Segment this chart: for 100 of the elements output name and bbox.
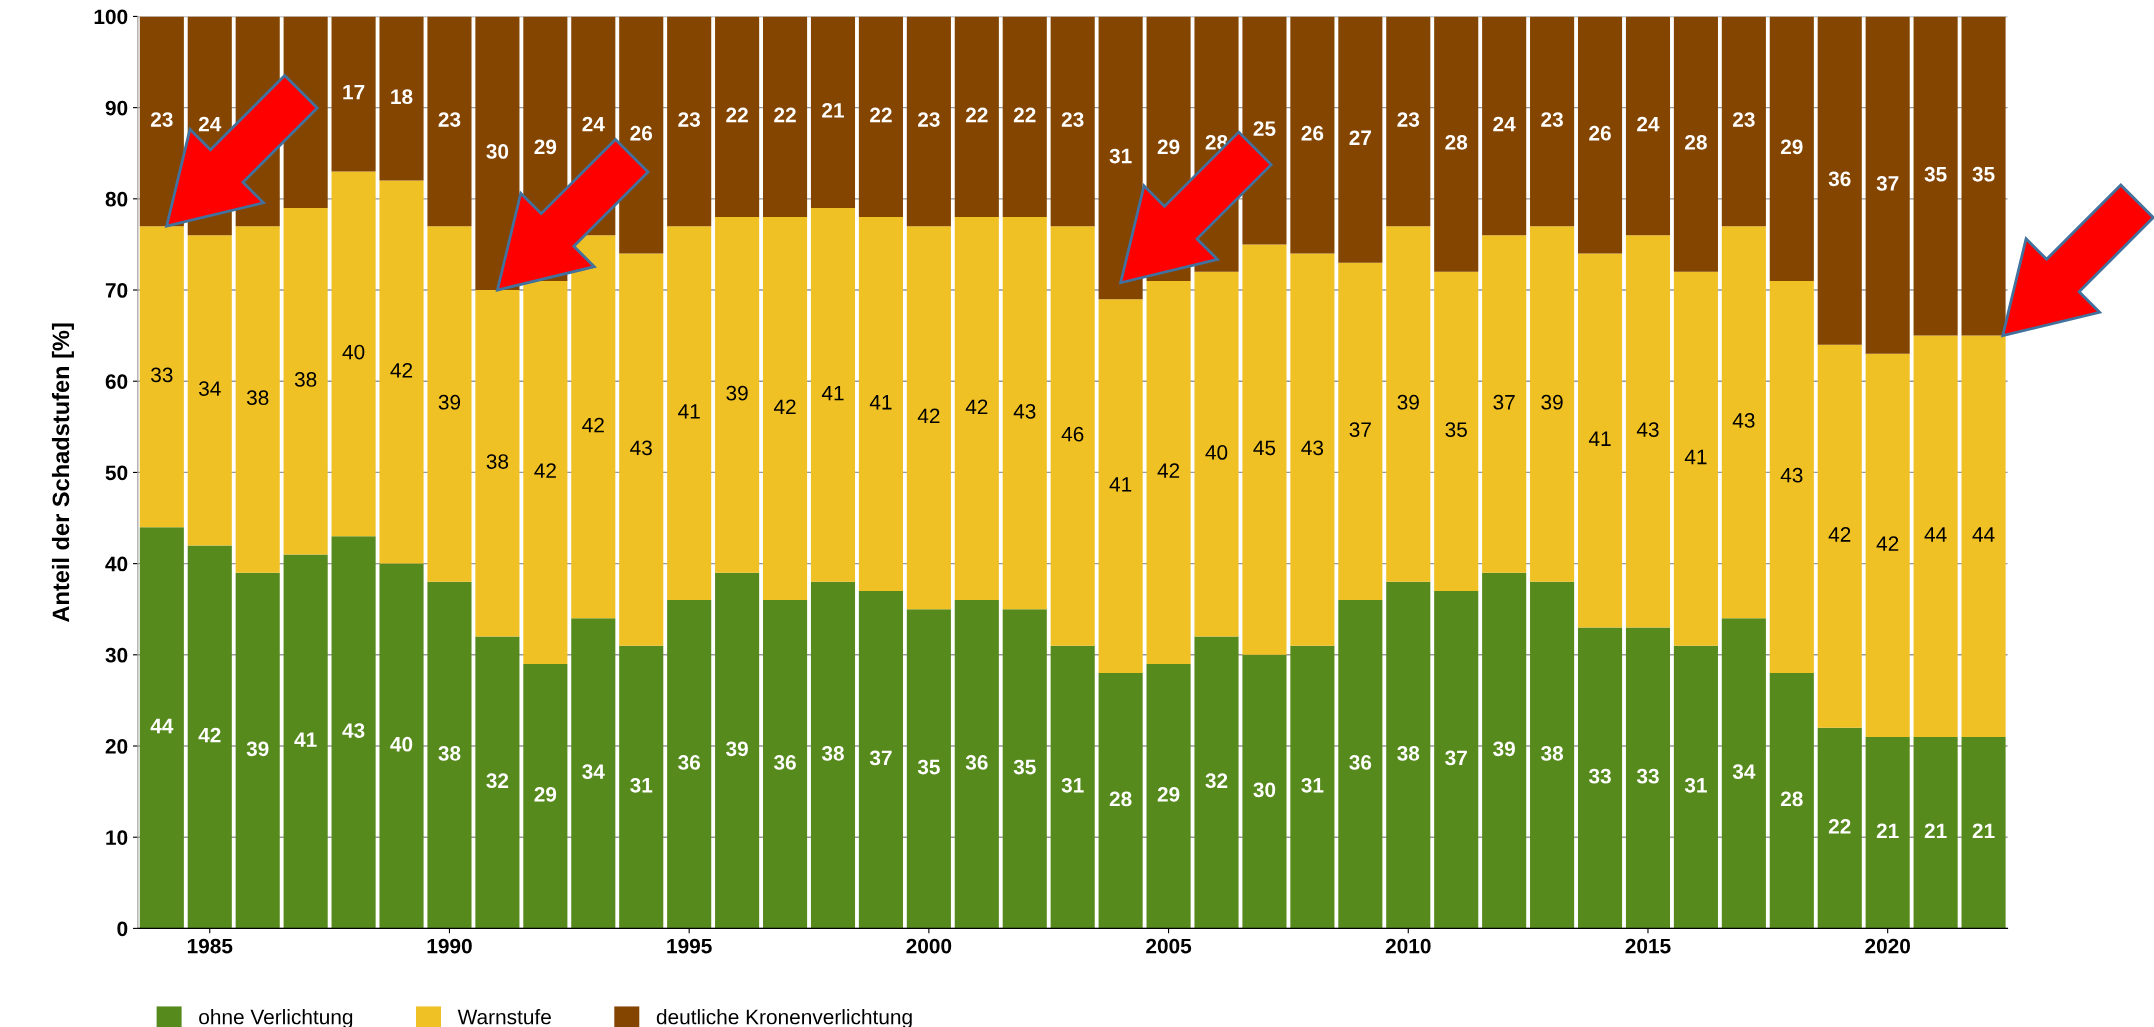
data-label: 18 <box>391 89 413 105</box>
data-label: 27 <box>1349 130 1372 145</box>
data-label: 35 <box>1013 759 1036 775</box>
data-label: 22 <box>965 107 988 123</box>
data-label: 26 <box>1589 125 1611 141</box>
data-label: 29 <box>534 139 557 155</box>
data-label: 23 <box>1732 112 1755 127</box>
data-label: 44 <box>1924 527 1947 542</box>
data-label: 41 <box>1684 449 1707 465</box>
data-label: 40 <box>1205 445 1228 460</box>
data-label: 25 <box>1253 121 1276 137</box>
data-label: 30 <box>486 144 509 159</box>
data-label: 35 <box>1972 166 1995 182</box>
data-label: 21 <box>1972 823 1995 839</box>
y-tick-label: 40 <box>105 556 128 572</box>
y-tick-label: 10 <box>106 830 128 845</box>
y-tick-label: 50 <box>105 465 128 481</box>
x-tick-label: 2000 <box>906 938 952 954</box>
data-label: 34 <box>198 381 221 396</box>
data-label: 42 <box>917 408 940 424</box>
x-tick-label: 1985 <box>187 938 233 954</box>
data-label: 36 <box>1349 755 1372 770</box>
data-label: 43 <box>1013 403 1036 419</box>
data-label: 37 <box>869 750 892 766</box>
data-label: 41 <box>1109 477 1132 492</box>
x-tick-label: 2015 <box>1625 938 1671 954</box>
data-label: 42 <box>773 399 796 414</box>
data-label: 38 <box>1397 745 1420 761</box>
data-label: 42 <box>1876 536 1899 551</box>
data-label: 28 <box>1445 134 1468 150</box>
data-label: 38 <box>486 454 509 469</box>
data-label: 23 <box>918 112 940 127</box>
data-label: 28 <box>1780 791 1803 807</box>
data-label: 38 <box>1540 745 1564 761</box>
data-label: 17 <box>343 85 365 100</box>
data-label: 37 <box>1445 750 1467 766</box>
data-label: 43 <box>1732 413 1755 428</box>
data-label: 41 <box>821 385 844 401</box>
data-label: 31 <box>630 777 653 793</box>
data-label: 31 <box>1684 777 1707 793</box>
data-label: 29 <box>1157 139 1180 155</box>
y-tick-label: 0 <box>117 921 128 937</box>
data-label: 39 <box>726 741 748 757</box>
data-label: 34 <box>582 764 605 779</box>
data-label: 31 <box>1109 148 1132 164</box>
data-label: 28 <box>1685 134 1707 150</box>
data-label: 23 <box>1061 112 1084 127</box>
data-label: 43 <box>1780 467 1803 483</box>
data-label: 42 <box>965 399 988 414</box>
data-label: 41 <box>1588 431 1611 446</box>
data-label: 33 <box>1588 768 1611 784</box>
data-label: 33 <box>151 367 173 383</box>
data-label: 41 <box>678 404 700 419</box>
data-label: 36 <box>678 755 700 770</box>
data-label: 34 <box>1732 764 1756 779</box>
data-label: 39 <box>1493 741 1515 757</box>
x-tick-label: 1990 <box>427 938 472 954</box>
data-label: 21 <box>822 103 844 118</box>
data-label: 32 <box>486 773 509 789</box>
data-label: 37 <box>1876 175 1899 191</box>
data-label: 24 <box>1637 116 1660 132</box>
data-label: 36 <box>773 755 796 770</box>
data-label: 32 <box>1205 773 1228 789</box>
data-label: 42 <box>1828 527 1851 542</box>
data-label: 33 <box>1636 768 1659 784</box>
data-label: 36 <box>1828 171 1851 187</box>
data-label: 46 <box>1061 426 1084 442</box>
data-label: 35 <box>917 759 940 775</box>
y-axis-title: Anteil der Schadstufen [%] <box>51 323 74 623</box>
y-tick-label: 60 <box>105 374 128 389</box>
data-label: 42 <box>390 362 413 378</box>
data-label: 39 <box>726 385 748 401</box>
legend-label: Warnstufe <box>457 1009 551 1025</box>
data-label: 37 <box>1349 422 1371 437</box>
y-tick-label: 90 <box>105 100 128 116</box>
data-label: 36 <box>965 755 988 770</box>
data-label: 31 <box>1301 777 1324 793</box>
x-tick-label: 2010 <box>1385 938 1431 954</box>
data-label: 23 <box>438 112 461 127</box>
data-label: 43 <box>630 440 652 456</box>
data-label: 44 <box>150 718 174 734</box>
x-tick-label: 1995 <box>667 938 712 954</box>
data-label: 22 <box>1828 818 1851 834</box>
data-label: 22 <box>1013 107 1036 123</box>
data-label: 23 <box>1397 112 1420 127</box>
data-label: 45 <box>1253 440 1276 456</box>
data-label: 29 <box>534 787 557 802</box>
data-label: 22 <box>774 107 796 123</box>
data-label: 35 <box>1445 422 1467 437</box>
data-label: 24 <box>1493 116 1516 132</box>
data-label: 35 <box>1924 166 1947 182</box>
data-label: 26 <box>1301 125 1324 141</box>
data-label: 26 <box>630 125 653 141</box>
data-label: 39 <box>246 741 269 757</box>
data-label: 42 <box>582 417 604 433</box>
data-label: 44 <box>1972 527 1995 542</box>
data-label: 38 <box>821 745 844 761</box>
data-label: 23 <box>150 112 173 127</box>
data-label: 24 <box>582 116 605 132</box>
data-label: 29 <box>1780 139 1803 155</box>
